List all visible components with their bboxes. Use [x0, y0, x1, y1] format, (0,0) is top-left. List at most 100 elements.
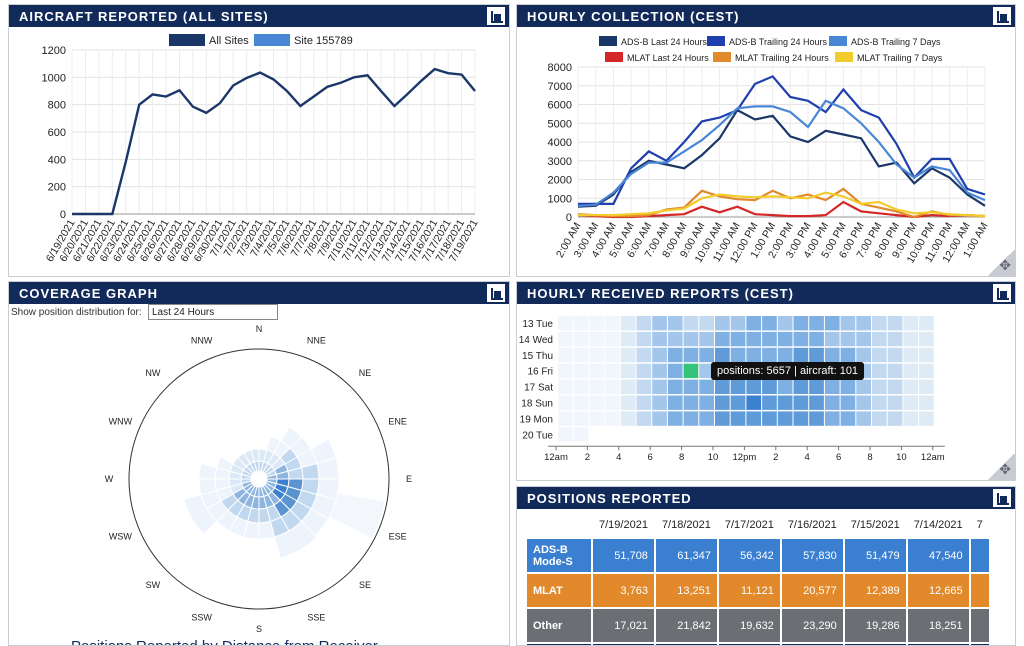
heatmap-cell: [762, 411, 777, 426]
heatmap-cell: [605, 411, 620, 426]
y-tick-label: 600: [48, 127, 66, 139]
heatmap-cell: [919, 347, 934, 363]
heatmap-cell: [762, 331, 777, 347]
heatmap-cell: [715, 379, 730, 394]
direction-label: SE: [359, 580, 371, 590]
heatmap-cell: [652, 331, 667, 347]
y-tick-label: 200: [48, 182, 66, 194]
expand-icon[interactable]: [993, 7, 1011, 25]
panel-title: HOURLY COLLECTION (CEST): [527, 9, 740, 24]
y-tick-label: 2000: [548, 175, 572, 187]
coverage-wedge: [250, 448, 260, 463]
polar-outline: [128, 348, 390, 610]
heatmap-cell: [699, 347, 714, 363]
column-header: 7/14/2021: [913, 519, 963, 531]
heatmap-cell: [667, 363, 683, 379]
y-tick-label: 1200: [42, 45, 66, 57]
x-tick-label: 2: [585, 452, 590, 463]
heatmap-tooltip: positions: 5657 | aircraft: 101: [711, 362, 865, 380]
x-tick-label: 6: [836, 452, 841, 463]
table-cell: 57,830: [781, 539, 843, 572]
legend-swatch: [254, 34, 290, 46]
heatmap-cell: [683, 347, 699, 363]
heatmap-cell: [746, 331, 762, 347]
heatmap-cell: [872, 379, 887, 394]
direction-label: ENE: [388, 417, 407, 427]
heatmap-cell: [573, 411, 589, 426]
expand-icon[interactable]: [993, 489, 1011, 507]
heatmap-cell: [620, 395, 636, 410]
coverage-wedge: [215, 456, 234, 472]
expand-icon[interactable]: [487, 7, 505, 25]
row-label: ADS-B Mode-S: [527, 539, 591, 572]
heatmap-cell: [730, 316, 746, 331]
expand-icon[interactable]: [993, 284, 1011, 302]
heatmap-cell: [605, 379, 620, 394]
aircraft-reported-chart: All Sites Site 155789 0 200 400 600 800 1000 120…: [42, 34, 481, 264]
table-cell: [718, 644, 780, 645]
table-cell: 51,708: [593, 539, 654, 572]
heatmap-cell: [762, 347, 777, 363]
table-cell: 17,021: [593, 609, 654, 642]
heatmap-cell: [683, 379, 699, 394]
move-handle[interactable]: ✥: [987, 454, 1015, 480]
x-tick-label: 8: [679, 452, 684, 463]
distribution-select[interactable]: Last 24 Hours: [148, 304, 278, 320]
move-icon: ✥: [999, 257, 1011, 273]
heatmap-cell: [856, 395, 871, 410]
heatmap-cell: [777, 331, 793, 347]
table-cell: 13,251: [655, 574, 717, 607]
heatmap-cell: [824, 411, 840, 426]
series-line: [72, 67, 476, 216]
heatmap-cell: [746, 411, 762, 426]
heatmap-cell: [746, 379, 762, 394]
table-cell: [655, 644, 717, 645]
direction-label: SSW: [191, 613, 212, 623]
heatmap-cell: [809, 395, 824, 410]
direction-label: NE: [359, 368, 372, 378]
heatmap-cell: [715, 316, 730, 331]
heatmap-row-label: 16 Fri: [527, 367, 553, 378]
legend-label: ADS-B Last 24 Hours: [621, 37, 708, 47]
coverage-graph-header: COVERAGE GRAPH: [9, 282, 509, 304]
heatmap-cell: [636, 363, 652, 379]
heatmap-cell: [589, 316, 605, 331]
coverage-graph-panel: COVERAGE GRAPH Show position distributio…: [8, 281, 510, 646]
heatmap-cell: [809, 347, 824, 363]
expand-icon[interactable]: [487, 284, 505, 302]
y-tick-label: 4000: [548, 137, 572, 149]
table-cell: [970, 644, 989, 645]
heatmap-cell: [793, 395, 809, 410]
heatmap-cell: [903, 316, 919, 331]
row-label: Other: [527, 609, 591, 642]
y-tick-label: 1000: [42, 72, 66, 84]
heatmap-cell: [777, 316, 793, 331]
heatmap-cell: [824, 395, 840, 410]
x-tick-label: 4: [805, 452, 810, 463]
heatmap-cell: [872, 347, 887, 363]
heatmap-cell: [809, 411, 824, 426]
heatmap-cell: [919, 331, 934, 347]
heatmap-cell: [573, 347, 589, 363]
heatmap-cell: [856, 347, 871, 363]
column-header: 7/18/2021: [661, 519, 711, 531]
heatmap-cell: [699, 411, 714, 426]
table-cell: [970, 539, 989, 572]
heatmap-cell: [636, 379, 652, 394]
heatmap-cell: [573, 427, 589, 442]
heatmap-cell: [589, 379, 605, 394]
heatmap-cell: [887, 347, 903, 363]
heatmap-cell: [746, 395, 762, 410]
series-line: [578, 75, 986, 205]
heatmap-cell: [809, 316, 824, 331]
hourly-received-heatmap: 13 Tue 14 Wed 15 Thu 16 Fri 17 Sat 18 Sun 19 M…: [519, 316, 945, 463]
heatmap-cell: [887, 316, 903, 331]
move-handle[interactable]: ✥: [987, 250, 1015, 276]
heatmap-cell: [856, 411, 871, 426]
heatmap-cell: [919, 411, 934, 426]
heatmap-row-label: 13 Tue: [522, 319, 553, 330]
heatmap-cell: [887, 379, 903, 394]
legend-label: MLAT Trailing 24 Hours: [735, 53, 829, 63]
coverage-wedge: [198, 462, 218, 480]
legend-label: All Sites: [209, 35, 249, 47]
